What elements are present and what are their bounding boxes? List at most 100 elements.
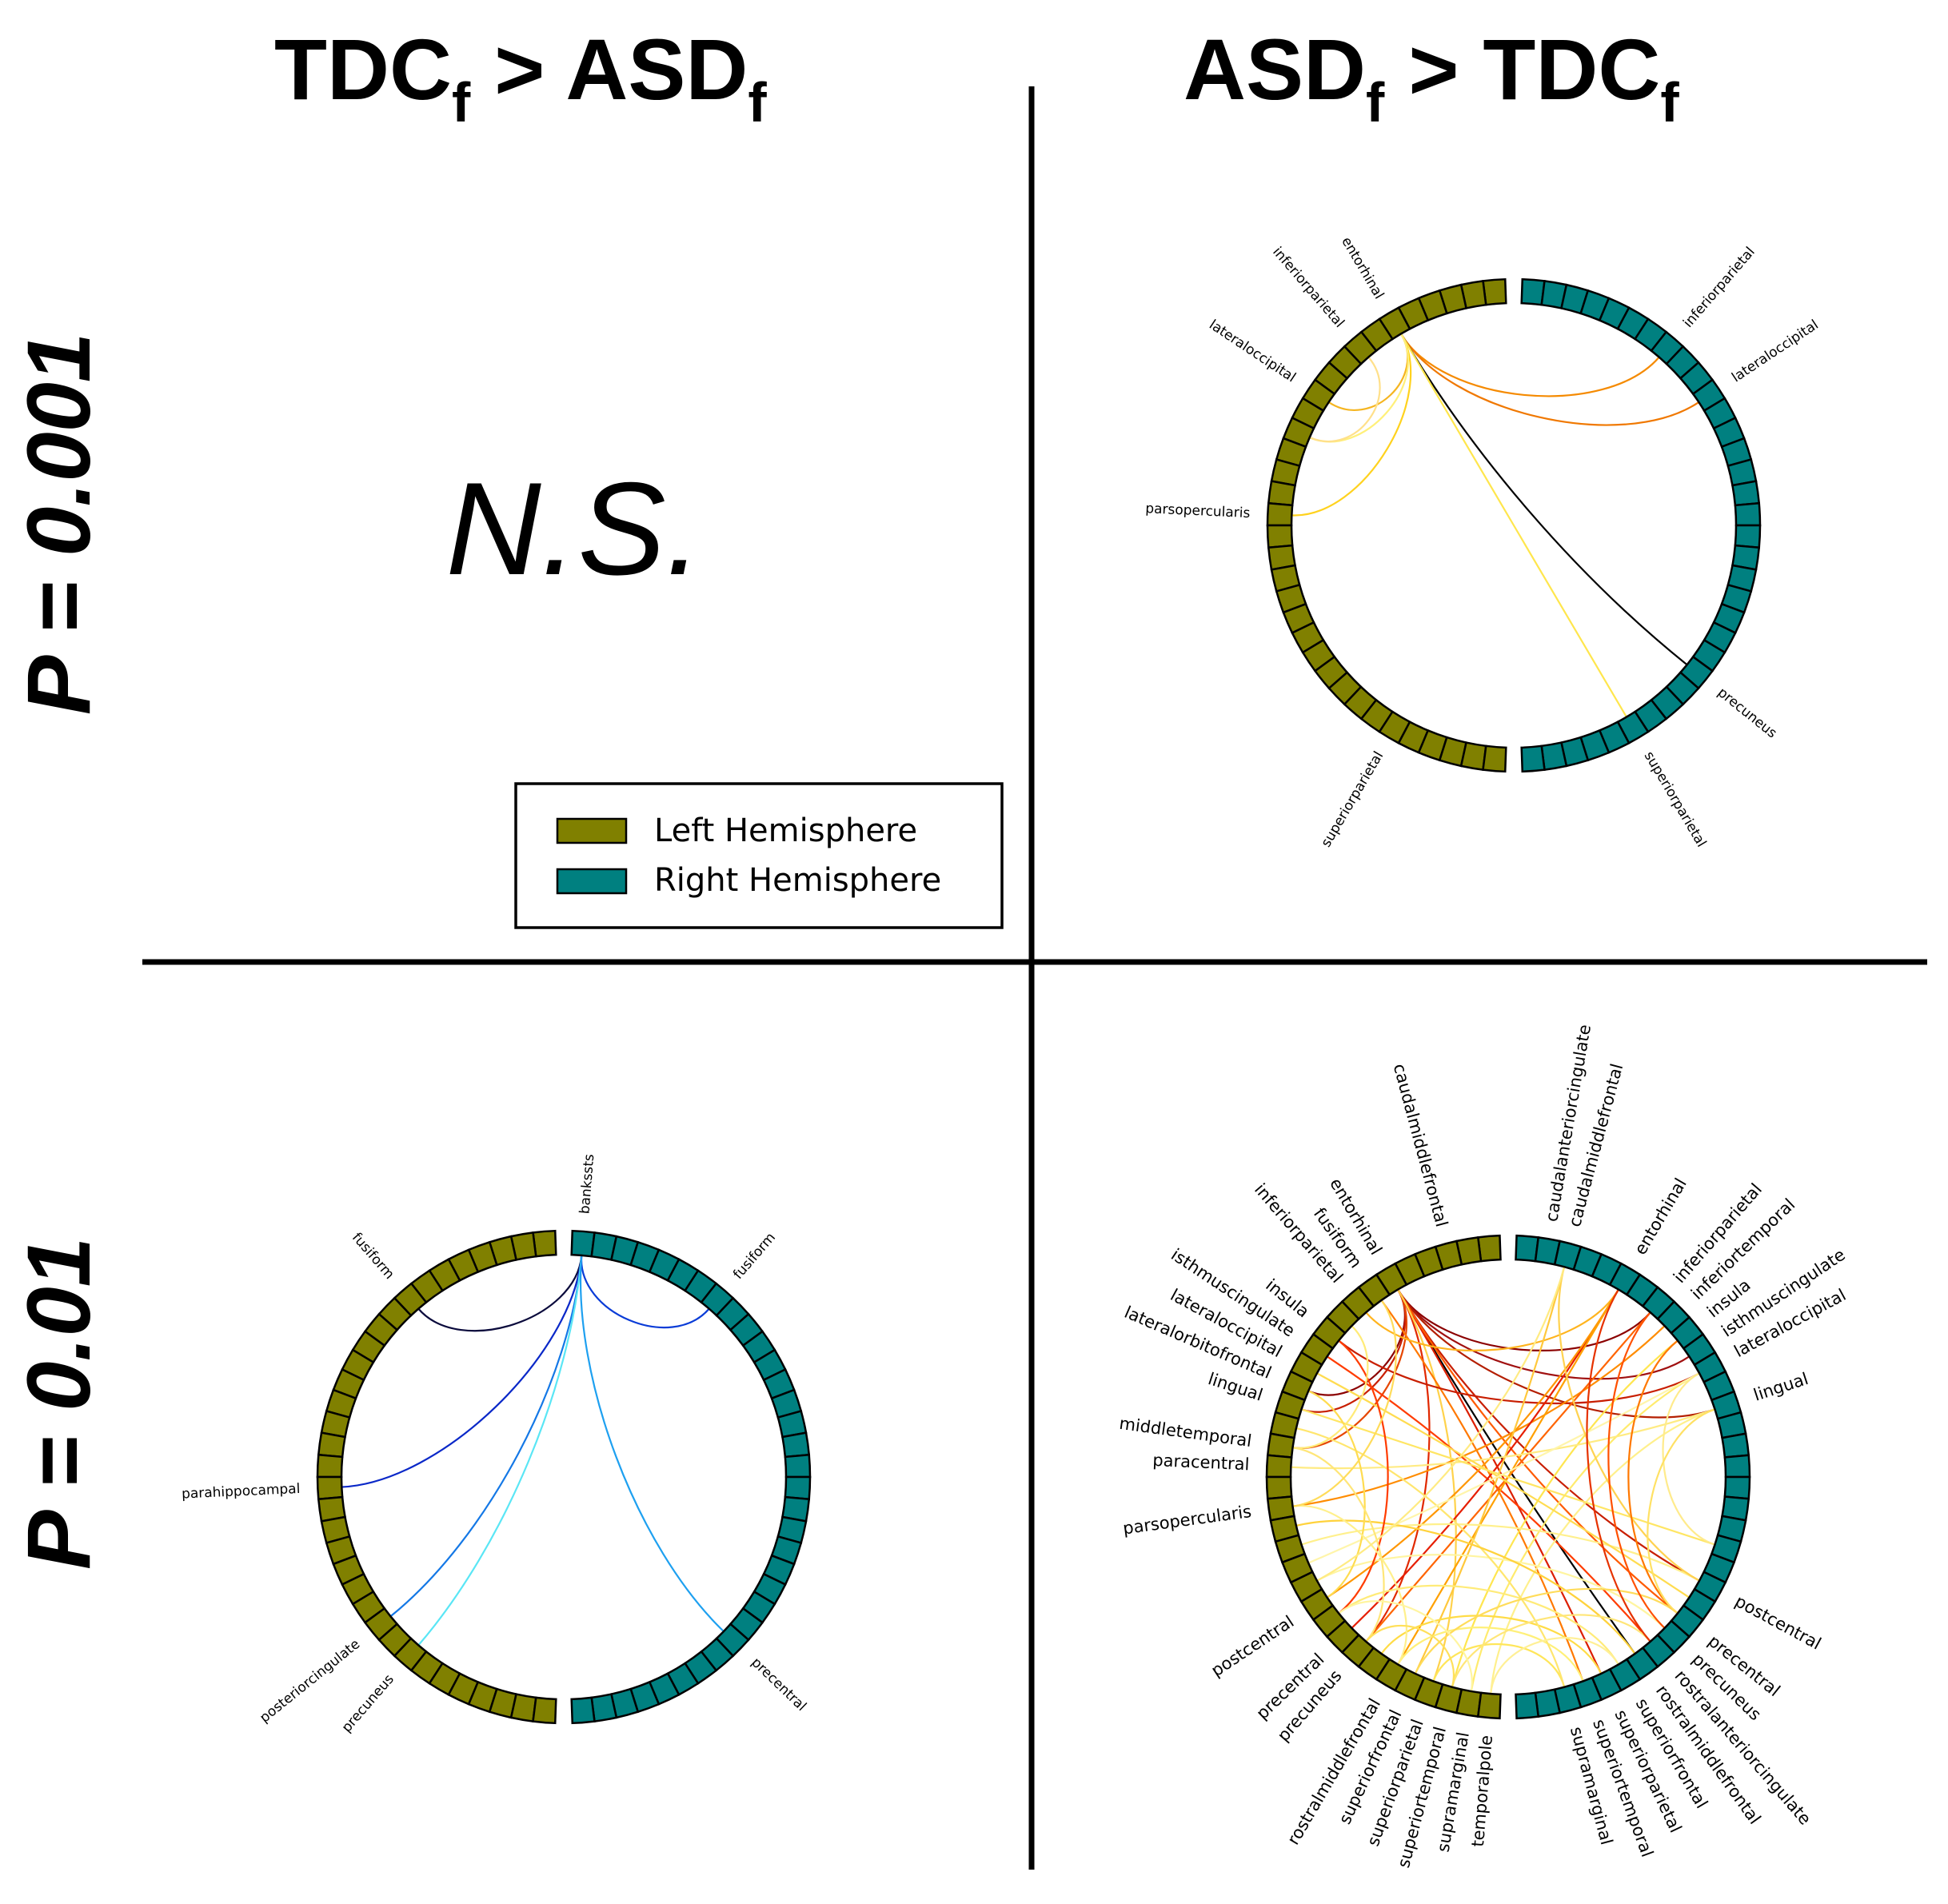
left-hemisphere-region-tile	[447, 1672, 480, 1706]
connection-link	[1397, 1289, 1691, 1380]
left-hemisphere-region-tile	[1340, 1633, 1375, 1668]
region-label: bankssts	[577, 1153, 597, 1215]
left-hemisphere-region-tile	[377, 1623, 413, 1658]
left-hemisphere-region-tile	[1413, 1676, 1444, 1709]
connection-link	[341, 1255, 583, 1488]
region-label: fusiform	[349, 1230, 397, 1283]
right-hemisphere-region-tile	[1734, 524, 1762, 549]
column-title-left: TDCf > ASDf	[274, 21, 767, 134]
connection-link	[1365, 1625, 1455, 1688]
connection-link	[1316, 1554, 1666, 1629]
region-label: precuneus	[339, 1671, 397, 1735]
row-title-bottom: P = 0.01	[9, 1237, 109, 1570]
left-hemisphere-region-tile	[409, 1269, 445, 1304]
left-hemisphere-region-tile	[1327, 345, 1363, 380]
region-label: paracentral	[1152, 1451, 1250, 1474]
connection-link	[1414, 1587, 1679, 1674]
left-hemisphere-region-tile	[488, 1235, 518, 1267]
connection-link	[1309, 356, 1381, 443]
not-significant-label: N.S.	[446, 455, 703, 602]
left-hemisphere-region-tile	[1311, 1604, 1347, 1639]
left-hemisphere-region-tile	[488, 1687, 518, 1719]
region-label: parsopercularis	[1145, 501, 1251, 521]
connection-link	[1558, 1266, 1700, 1582]
region-label: lateraloccipital	[1206, 317, 1299, 385]
connection-link	[1295, 1427, 1566, 1688]
left-hemisphere-region-tile	[1327, 671, 1363, 706]
left-hemisphere-region-tile	[320, 1515, 351, 1544]
connection-link	[1400, 333, 1700, 426]
region-label: superiorparietal	[1641, 748, 1710, 850]
left-hemisphere-region-tile	[1357, 1273, 1391, 1308]
region-label: postcentral	[1732, 1591, 1825, 1654]
connection-link	[1397, 1289, 1700, 1582]
right-hemisphere-region-tile	[1540, 741, 1568, 771]
connection-link	[1291, 333, 1411, 517]
connection-link	[1338, 1584, 1619, 1665]
left-hemisphere-region-tile	[393, 1637, 428, 1672]
left-hemisphere-region-tile	[532, 1229, 557, 1258]
right-hemisphere-region-tile	[784, 1475, 812, 1501]
connection-link	[1292, 1447, 1385, 1643]
region-label: superiorparietal	[1318, 748, 1387, 850]
connection-link	[1397, 1289, 1651, 1351]
left-hemisphere-region-tile	[1266, 1432, 1295, 1459]
left-hemisphere-region-tile	[1455, 1235, 1483, 1266]
connection-link	[1292, 1505, 1407, 1665]
left-hemisphere-region-tile	[1265, 1475, 1293, 1500]
connection-link	[1291, 1408, 1715, 1470]
left-hemisphere-region-tile	[1476, 1691, 1502, 1720]
connection-link	[1647, 1408, 1715, 1615]
connection-link	[1301, 1523, 1700, 1582]
region-label: inferiorparietal	[1680, 244, 1758, 331]
left-hemisphere-region-tile	[1325, 1299, 1360, 1335]
left-hemisphere-region-tile	[1417, 728, 1448, 762]
region-label: precentral	[748, 1655, 809, 1714]
legend-box	[514, 782, 1004, 929]
left-hemisphere-region-tile	[428, 1258, 461, 1292]
region-label: parahippocampal	[182, 1481, 301, 1503]
left-hemisphere-region-tile	[1482, 277, 1507, 306]
left-hemisphere-region-tile	[1476, 1234, 1502, 1263]
connection-link	[581, 1255, 710, 1329]
connection-link	[1338, 1339, 1700, 1405]
connection-link	[1365, 1289, 1619, 1351]
left-hemisphere-region-tile	[1378, 306, 1411, 341]
connectogram-bottom-right: caudalmiddlefrontalentorhinalfusiforminf…	[1118, 1023, 1849, 1870]
right-hemisphere-region-tile	[570, 1696, 596, 1725]
left-hemisphere-region-tile	[1313, 361, 1349, 396]
right-hemisphere-region-tile	[1723, 1475, 1751, 1500]
region-label: temporalpole	[1468, 1734, 1496, 1848]
connection-link	[1662, 1372, 1715, 1546]
left-hemisphere-region-tile	[1359, 698, 1395, 733]
left-hemisphere-region-tile	[325, 1388, 357, 1419]
left-hemisphere-region-tile	[1438, 736, 1468, 768]
left-hemisphere-region-tile	[1291, 621, 1325, 654]
left-hemisphere-region-tile	[1343, 330, 1378, 365]
left-hemisphere-region-tile	[1270, 564, 1301, 593]
left-hemisphere-region-tile	[1269, 1515, 1300, 1543]
connection-link	[1627, 1339, 1679, 1615]
left-hemisphere-region-tile	[1266, 1495, 1295, 1522]
left-hemisphere-region-tile	[1313, 655, 1349, 690]
left-hemisphere-region-tile	[1267, 544, 1296, 571]
connection-link	[1451, 1339, 1679, 1688]
left-hemisphere-region-tile	[467, 1680, 498, 1714]
legend-label-right: Right Hemisphere	[654, 862, 941, 899]
connection-link	[1380, 1615, 1603, 1674]
left-hemisphere-region-tile	[1280, 1370, 1314, 1402]
left-hemisphere-region-tile	[1455, 1688, 1483, 1718]
connection-link	[417, 1255, 583, 1647]
left-hemisphere-region-tile	[1311, 1315, 1347, 1350]
connection-link	[1338, 1339, 1389, 1615]
right-hemisphere-region-tile	[1721, 1432, 1750, 1459]
connection-link	[1292, 1289, 1407, 1449]
connection-link	[1292, 1299, 1397, 1507]
connection-link	[1586, 1289, 1651, 1643]
connection-link	[1316, 1372, 1691, 1599]
region-label: inferiorparietal	[1269, 244, 1347, 331]
connection-link	[1400, 333, 1688, 666]
connection-link	[1397, 1289, 1715, 1419]
left-hemisphere-region-tile	[1289, 1571, 1323, 1603]
region-label: lateraloccipital	[1729, 317, 1822, 385]
